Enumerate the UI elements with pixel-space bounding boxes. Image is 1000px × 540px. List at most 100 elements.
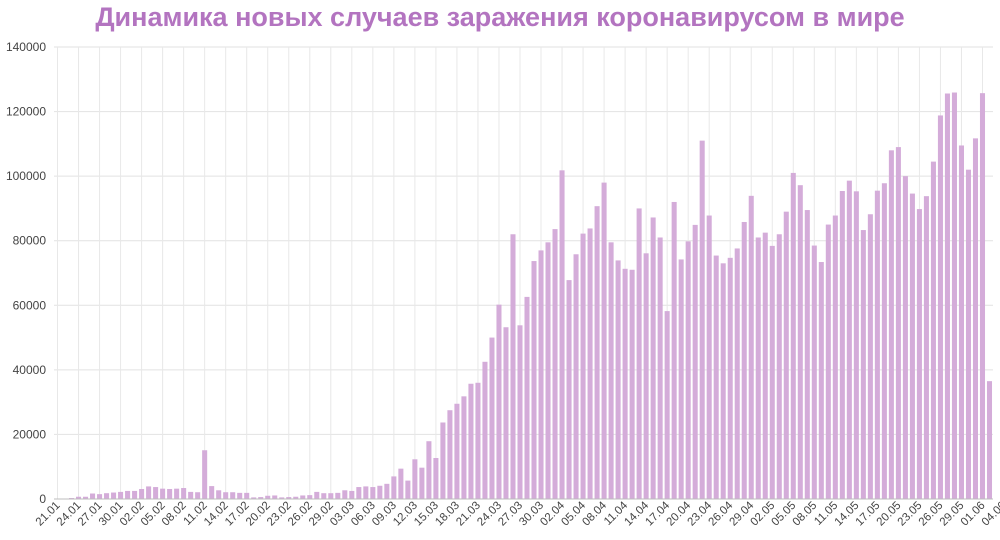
x-tick-label: 08.04	[580, 499, 609, 528]
bar	[685, 241, 691, 500]
bar	[587, 228, 593, 499]
y-tick-label: 80000	[13, 234, 47, 248]
bar	[132, 490, 138, 499]
bar	[405, 480, 411, 499]
x-tick-labels: 21.0124.0127.0130.0102.0205.0208.0211.02…	[34, 499, 1000, 528]
bar	[706, 215, 712, 499]
bar	[363, 486, 369, 499]
bar	[258, 497, 264, 499]
bar	[321, 493, 327, 499]
bar	[839, 190, 845, 499]
bar	[797, 185, 803, 499]
x-tick-label: 08.05	[791, 500, 820, 529]
bar	[482, 361, 488, 499]
bar	[860, 230, 866, 499]
bar	[958, 145, 964, 499]
bar	[503, 327, 509, 499]
bar	[671, 201, 677, 499]
bar	[349, 490, 355, 499]
bar	[769, 245, 775, 499]
bar	[762, 232, 768, 499]
bar	[167, 488, 173, 499]
bar	[734, 248, 740, 499]
bar	[279, 497, 285, 499]
bar	[867, 214, 873, 500]
bar	[755, 237, 761, 499]
bar	[881, 183, 887, 499]
bar	[174, 488, 180, 499]
bar	[916, 209, 922, 499]
y-tick-label: 120000	[6, 105, 46, 119]
bar	[230, 492, 236, 499]
bar	[398, 468, 404, 499]
bar	[811, 245, 817, 499]
bar	[440, 422, 446, 499]
bar	[307, 495, 313, 499]
y-tick-labels: 0 20000 40000 60000 80000 100000 120000 140000	[6, 40, 46, 506]
bar	[804, 210, 810, 500]
bar	[244, 492, 250, 499]
bar	[286, 497, 292, 499]
bar	[125, 490, 131, 499]
x-tick-label: 08.02	[160, 500, 189, 529]
bar	[790, 172, 796, 499]
bar	[104, 493, 110, 499]
bar	[118, 491, 124, 499]
bar	[664, 311, 670, 499]
bar	[391, 476, 397, 499]
bar	[818, 262, 824, 499]
bar	[566, 280, 572, 499]
bar	[874, 190, 880, 499]
bar	[216, 490, 222, 499]
bar	[944, 93, 950, 500]
bar	[923, 196, 929, 499]
bar	[496, 304, 502, 499]
bar	[832, 215, 838, 499]
bar	[622, 268, 628, 499]
bar	[986, 381, 993, 499]
bar	[461, 396, 467, 499]
chart-title: Динамика новых случаев заражения коронав…	[95, 2, 905, 32]
bar	[937, 115, 943, 500]
bar	[223, 492, 229, 499]
bar	[447, 410, 453, 499]
bar	[370, 487, 376, 499]
bar	[251, 497, 257, 499]
bar	[629, 269, 635, 499]
bar	[524, 296, 530, 499]
bar	[573, 254, 579, 499]
bar	[146, 486, 152, 499]
bar	[489, 337, 495, 499]
bar	[209, 486, 215, 499]
bar	[580, 233, 586, 499]
bar	[783, 211, 789, 499]
y-tick-label: 140000	[6, 40, 46, 54]
bar	[972, 138, 979, 499]
bar	[650, 217, 656, 499]
bar	[328, 493, 334, 499]
bar	[713, 255, 719, 499]
y-tick-label: 20000	[13, 427, 47, 441]
bar	[594, 206, 600, 499]
bars-layer	[61, 92, 993, 500]
bar	[902, 176, 908, 499]
bar	[195, 492, 201, 499]
bar	[951, 92, 957, 499]
bar	[412, 459, 418, 499]
bar	[384, 483, 390, 499]
bar	[377, 485, 383, 499]
bar	[608, 242, 614, 500]
bar	[265, 495, 271, 499]
bar	[342, 490, 348, 499]
bar	[846, 180, 852, 500]
y-tick-label: 100000	[6, 169, 46, 183]
bar	[727, 257, 733, 499]
y-tick-label: 40000	[13, 363, 47, 377]
bar	[335, 492, 341, 499]
bar	[237, 492, 243, 499]
bar	[153, 487, 159, 499]
bar	[741, 221, 747, 499]
bar	[181, 488, 187, 499]
